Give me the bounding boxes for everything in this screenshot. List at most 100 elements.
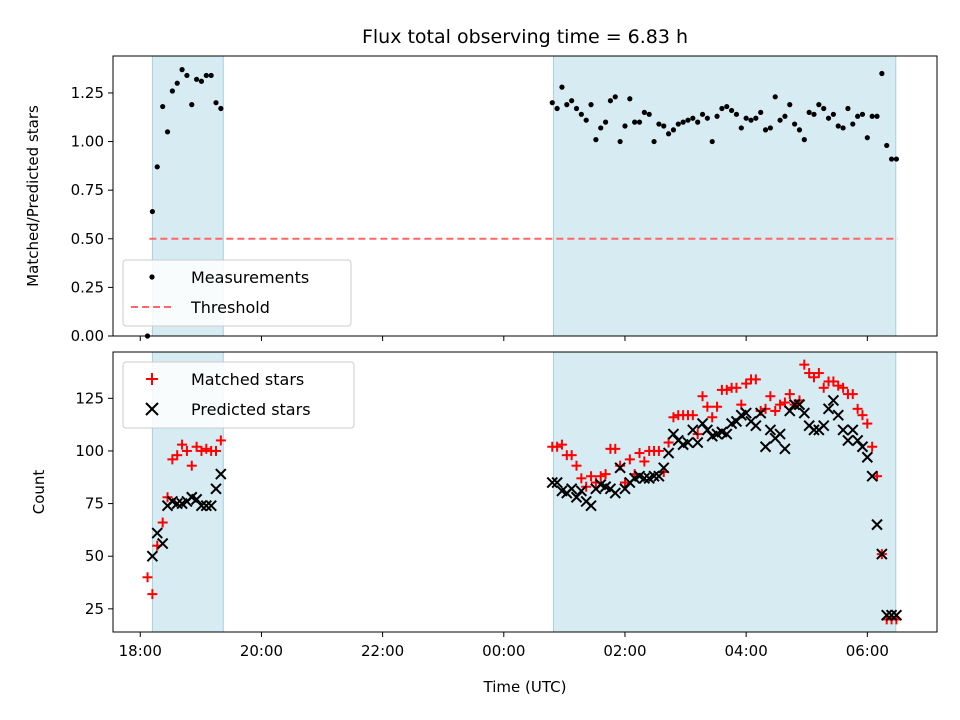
measurement-point xyxy=(149,208,155,215)
measurement-point xyxy=(213,100,219,106)
predicted-stars-point xyxy=(609,487,621,499)
matched-stars-point xyxy=(619,477,630,488)
measurement-point xyxy=(617,138,623,145)
predicted-stars-point xyxy=(682,436,694,449)
predicted-stars-point xyxy=(871,518,883,531)
measurement-point xyxy=(651,138,657,145)
matched-stars-point xyxy=(818,382,829,393)
matched-stars-point xyxy=(181,445,192,456)
predicted-stars-point xyxy=(575,485,588,497)
x-tick-label: 02:00 xyxy=(603,642,646,660)
measurement-point xyxy=(573,105,580,112)
predicted-stars-point xyxy=(876,548,888,560)
axes-frame-top xyxy=(112,55,938,337)
measurement-point xyxy=(816,102,822,108)
measurement-point xyxy=(792,121,798,127)
measurement-point xyxy=(602,119,609,125)
predicted-stars-point xyxy=(658,462,670,474)
predicted-stars-point xyxy=(565,483,578,495)
y-tick-label: 25 xyxy=(85,600,104,618)
predicted-stars-point xyxy=(546,476,558,489)
measurement-point xyxy=(724,103,730,110)
matched-stars-point xyxy=(838,382,849,393)
predicted-stars-point xyxy=(861,451,874,463)
predicted-stars-point xyxy=(156,537,169,550)
predicted-stars-point xyxy=(151,527,163,539)
predicted-stars-point xyxy=(837,424,849,436)
predicted-stars-point xyxy=(662,447,675,459)
predicted-stars-point xyxy=(146,550,159,562)
matched-stars-point xyxy=(142,572,153,583)
count-panel: Count Time (UTC) 25 50 75 100 125 18:00 20:00… xyxy=(30,351,938,696)
matched-stars-point xyxy=(702,401,713,412)
measurement-point xyxy=(622,123,628,129)
legend-label-predicted: Predicted stars xyxy=(191,400,311,419)
matched-stars-point xyxy=(177,439,188,450)
matched-stars-point xyxy=(571,460,582,471)
measurement-point xyxy=(840,125,846,131)
predicted-stars-point xyxy=(619,483,631,495)
measurement-point xyxy=(632,119,638,125)
y-axis-label-ratio: Matched/Predicted stars xyxy=(24,105,42,287)
observing-span-1 xyxy=(552,55,897,337)
measurement-point xyxy=(670,127,677,133)
measurement-point xyxy=(864,135,870,141)
observing-span-1 xyxy=(552,351,897,633)
matched-stars-point xyxy=(707,412,718,423)
matched-stars-point xyxy=(872,471,883,482)
measurement-point xyxy=(549,100,555,106)
measurement-point xyxy=(719,105,725,112)
measurement-point xyxy=(194,76,200,82)
measurement-point xyxy=(179,67,185,73)
y-tick-label: 1.00 xyxy=(71,133,104,151)
predicted-stars-point xyxy=(696,417,709,430)
matched-stars-point xyxy=(600,469,611,480)
predicted-stars-point xyxy=(764,424,777,436)
measurement-point xyxy=(893,156,900,162)
y-tick-label: 0.50 xyxy=(71,230,104,248)
matched-stars-point xyxy=(712,401,723,412)
measurement-point xyxy=(569,98,575,104)
predicted-stars-point xyxy=(774,428,786,440)
measurement-point xyxy=(835,123,841,129)
measurement-point xyxy=(189,102,195,108)
predicted-stars-point xyxy=(667,428,680,440)
predicted-stars-point xyxy=(788,398,801,411)
measurement-point xyxy=(636,119,643,125)
predicted-stars-point xyxy=(866,470,878,482)
predicted-stars-point xyxy=(721,428,733,440)
predicted-stars-point xyxy=(740,407,752,419)
measurement-point xyxy=(738,125,744,131)
matched-stars-point xyxy=(765,391,776,402)
measurement-point xyxy=(787,102,793,108)
x-tick-label: 00:00 xyxy=(482,642,525,660)
legend-bottom: Matched stars Predicted stars xyxy=(122,361,355,429)
matched-stars-point xyxy=(624,454,635,465)
measurement-point xyxy=(709,138,715,145)
predicted-stars-point xyxy=(551,476,563,489)
predicted-stars-point xyxy=(798,407,811,419)
predicted-stars-point xyxy=(171,497,183,510)
y-tick-label: 0.00 xyxy=(71,327,104,345)
legend-marker-measurements xyxy=(149,274,155,280)
predicted-stars-point xyxy=(885,609,898,621)
measurement-point xyxy=(806,109,812,115)
measurement-point xyxy=(772,94,778,100)
measurement-point xyxy=(583,117,589,123)
predicted-stars-point xyxy=(190,493,203,506)
y-tick-label: 75 xyxy=(85,495,104,513)
matched-stars-point xyxy=(852,403,863,414)
x-tick-label: 20:00 xyxy=(240,642,283,660)
measurement-point xyxy=(685,117,691,123)
predicted-stars-points xyxy=(146,394,903,621)
matched-stars-point xyxy=(750,374,761,385)
predicted-stars-point xyxy=(817,419,830,432)
measurement-point xyxy=(641,109,647,115)
matched-stars-point xyxy=(813,368,824,379)
matched-stars-point xyxy=(687,410,698,421)
measurement-point xyxy=(714,113,720,119)
axes-frame-bottom xyxy=(112,351,938,633)
legend-box-top xyxy=(122,259,352,327)
measurement-point xyxy=(762,127,769,133)
matched-stars-point xyxy=(784,389,795,400)
